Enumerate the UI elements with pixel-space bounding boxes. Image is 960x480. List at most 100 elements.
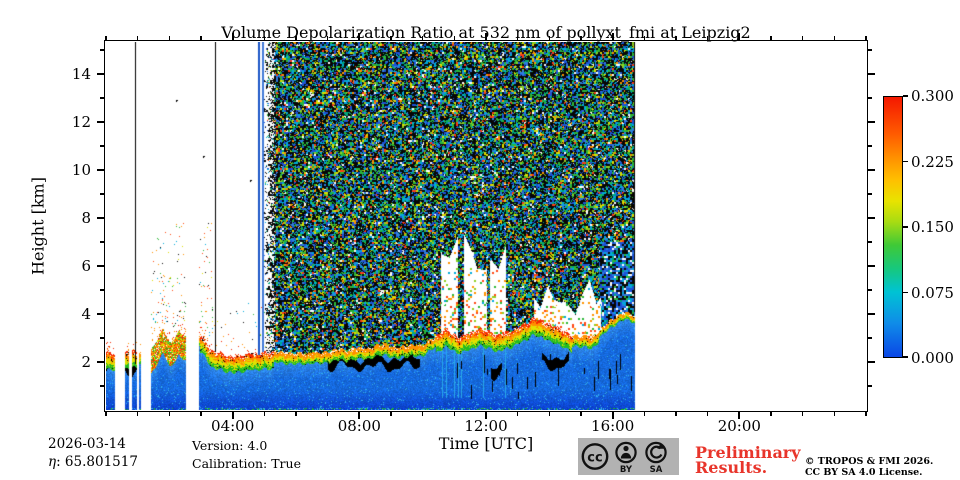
preliminary-line2: Results. (695, 458, 768, 477)
y-tick (97, 121, 104, 123)
x-tick (422, 36, 424, 40)
y-tick (100, 289, 104, 291)
x-tick (738, 33, 741, 40)
copyright-note: © TROPOS & FMI 2026. CC BY SA 4.0 Licens… (805, 456, 933, 478)
x-tick (802, 36, 804, 40)
x-tick (738, 412, 741, 419)
sa-label: SA (650, 465, 663, 475)
x-axis-label: Time [UTC] (438, 434, 534, 453)
y-tick-label: 14 (71, 64, 91, 83)
colorbar-tick (903, 291, 908, 294)
y-tick (97, 313, 104, 315)
sa-arrowhead-icon (657, 443, 665, 449)
x-tick (200, 412, 202, 416)
y-tick (868, 289, 872, 291)
x-tick (485, 412, 487, 419)
x-tick (358, 412, 361, 419)
x-tick (105, 412, 107, 416)
y-tick (868, 265, 875, 267)
colorbar-tick (903, 160, 908, 163)
x-tick (548, 412, 550, 416)
cc-badge-graphic: cc BY SA (581, 441, 667, 475)
y-tick-label: 4 (81, 304, 91, 323)
x-tick-label: 12:00 (464, 417, 508, 435)
x-tick (485, 33, 487, 40)
cc-letters: cc (587, 451, 602, 466)
by-label: BY (620, 465, 633, 475)
x-tick-label: 08:00 (337, 417, 381, 435)
eta-calibration-value: η: 65.801517 (48, 454, 138, 470)
copyright-line2: CC BY SA 4.0 License. (805, 467, 923, 478)
x-tick (675, 412, 677, 416)
colorbar-tick-label: 0.225 (911, 152, 954, 171)
y-tick (868, 121, 875, 123)
x-tick-label: 04:00 (211, 417, 255, 435)
x-tick (168, 412, 170, 416)
sa-circle-icon (645, 441, 667, 464)
y-tick (100, 385, 104, 387)
colorbar-tick-label: 0.300 (911, 87, 954, 105)
x-tick (770, 412, 772, 416)
y-tick (100, 241, 104, 243)
x-tick-label: 16:00 (591, 417, 635, 435)
x-tick (580, 36, 582, 40)
y-tick (868, 241, 872, 243)
x-tick (200, 36, 202, 40)
x-tick (453, 412, 455, 416)
y-tick (868, 337, 872, 339)
x-tick (453, 36, 455, 40)
x-tick (833, 36, 835, 40)
y-axis-label: Height [km] (28, 177, 48, 275)
colorbar-tick-label: 0.075 (911, 283, 954, 302)
x-tick (390, 36, 392, 40)
calibration-label: Calibration: True (192, 456, 301, 471)
y-tick (100, 337, 104, 339)
x-tick (137, 412, 139, 416)
by-circle-icon (615, 441, 637, 464)
y-tick (97, 361, 104, 363)
x-tick (231, 33, 234, 40)
y-tick-label: 10 (71, 160, 91, 179)
colorbar-tick (903, 226, 908, 228)
x-tick (548, 36, 550, 40)
plot-title: Volume Depolarization Ratio at 532 nm of… (221, 23, 751, 42)
x-tick (390, 412, 392, 416)
x-tick (137, 36, 139, 40)
measurement-date: 2026-03-14 (48, 436, 126, 452)
preliminary-line1: Preliminary (695, 443, 801, 462)
x-tick (422, 412, 424, 416)
y-tick (868, 73, 875, 75)
x-tick (833, 412, 835, 416)
x-tick (517, 36, 519, 40)
y-tick (100, 193, 104, 195)
person-head-icon (623, 445, 629, 452)
x-tick (643, 36, 645, 40)
copyright-line1: © TROPOS & FMI 2026. (805, 456, 934, 467)
y-tick (868, 217, 875, 219)
x-tick (802, 412, 804, 416)
eta-symbol: η (48, 454, 57, 470)
x-tick (295, 36, 297, 40)
y-tick-label: 8 (81, 208, 91, 227)
y-tick (868, 313, 875, 315)
y-tick-label: 6 (81, 256, 91, 275)
y-tick (97, 169, 104, 171)
y-tick-label: 12 (71, 112, 91, 131)
y-tick (100, 49, 104, 51)
y-tick (868, 169, 875, 171)
y-tick (868, 361, 875, 363)
y-tick (97, 217, 104, 219)
x-tick (611, 412, 614, 419)
x-tick (770, 36, 772, 40)
cc-license-badge: cc BY SA (578, 438, 679, 475)
y-tick (868, 193, 872, 195)
y-tick-label: 2 (81, 352, 91, 371)
x-tick (611, 33, 614, 40)
y-tick (97, 73, 104, 75)
x-tick (231, 412, 234, 419)
y-tick (100, 97, 104, 99)
x-tick (865, 412, 867, 416)
y-tick (868, 49, 872, 51)
y-tick (97, 265, 104, 267)
